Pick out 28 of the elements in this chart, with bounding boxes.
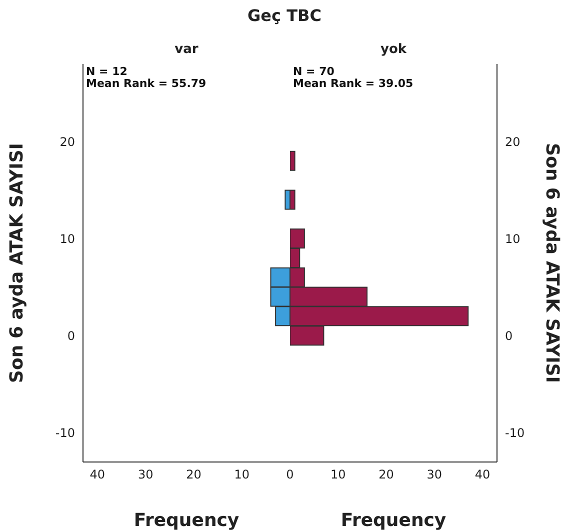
y-tick-label: 0 [67,329,75,344]
x-tick-label: 10 [234,468,250,482]
x-tick-label: 0 [286,468,294,482]
y-tick-label: 0 [505,329,513,344]
x-tick-label: 40 [90,468,106,482]
chart-subtitle: yok [379,42,408,57]
x-tick-label: 30 [138,468,154,482]
y-tick-label: 10 [60,232,75,246]
chart-subtitle: var [174,42,200,57]
x-tick-label: 20 [378,468,394,482]
y-axis-title: Son 6 ayda ATAK SAYISI [6,143,28,383]
chart-title: Geç TBC [246,6,322,25]
y-axis-title: Son 6 ayda ATAK SAYISI [542,143,563,383]
annotation: N = 12 [86,65,128,78]
y-tick-label: 20 [60,134,75,149]
x-axis-title: Frequency [134,510,240,530]
x-tick-label: 40 [474,468,490,482]
y-tick-label: 10 [505,232,520,246]
y-tick-label: -10 [505,426,525,440]
x-tick-label: 10 [330,468,346,482]
x-axis-title: Frequency [340,510,446,530]
x-tick-label: 30 [426,468,442,482]
annotation: Mean Rank = 39.05 [293,77,414,90]
annotation: N = 70 [293,65,336,78]
annotation: Mean Rank = 55.79 [86,77,206,90]
y-tick-label: 20 [505,134,520,149]
x-tick-label: 20 [186,468,202,482]
y-tick-label: -10 [55,426,75,440]
